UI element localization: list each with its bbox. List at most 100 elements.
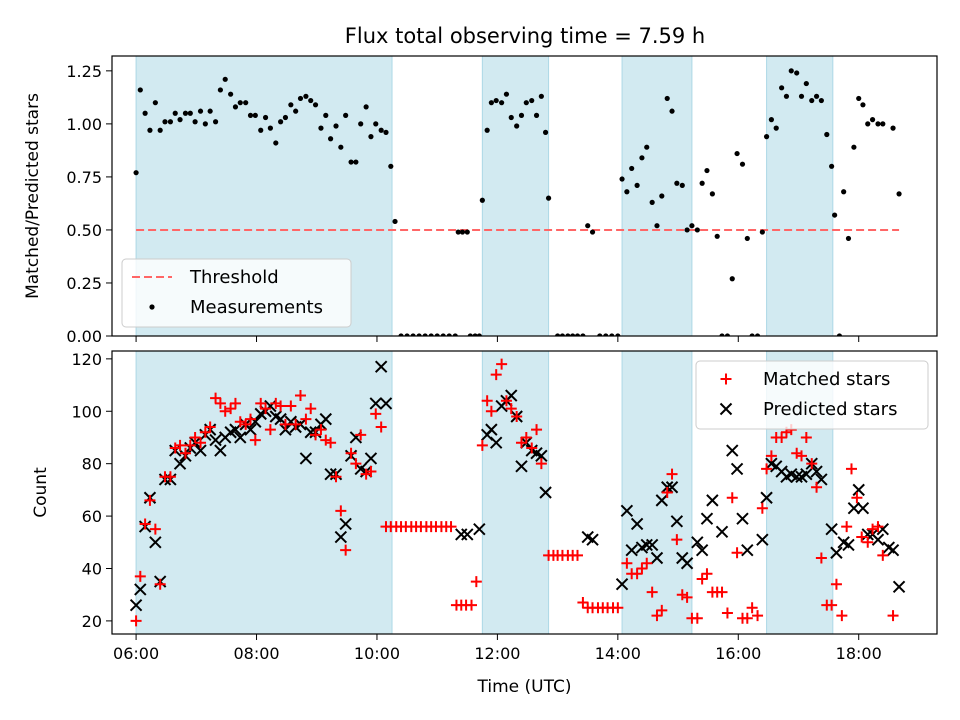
measurement-point — [684, 227, 690, 233]
matched-star-point — [485, 405, 497, 417]
measurement-point — [674, 180, 680, 186]
measurement-point — [459, 229, 466, 235]
x-tick-label: 14:00 — [595, 644, 641, 663]
predicted-star-point — [756, 533, 769, 546]
measurement-point — [856, 95, 862, 102]
predicted-star-point — [852, 483, 865, 497]
matched-star-point — [210, 392, 222, 404]
predicted-star-point — [379, 397, 393, 410]
matched-star-point — [149, 523, 161, 535]
predicted-star-point — [369, 397, 382, 410]
measurement-point — [358, 121, 364, 127]
legend-matched-label: Matched stars — [763, 369, 890, 390]
measurement-point — [570, 333, 576, 336]
measurement-point — [559, 333, 566, 336]
chart-title: Flux total observing time = 7.59 h — [345, 24, 705, 48]
predicted-star-point — [665, 481, 679, 494]
matched-star-point — [199, 426, 211, 438]
predicted-star-point — [726, 444, 739, 457]
measurement-point — [709, 191, 715, 197]
matched-star-point — [335, 505, 347, 517]
matched-star-point — [856, 531, 868, 543]
measurement-point — [714, 233, 720, 239]
measurement-point — [739, 161, 746, 167]
matched-star-point — [761, 463, 773, 475]
measurement-point — [639, 155, 645, 161]
legend: Threshold Measurements — [121, 258, 352, 328]
predicted-star-point — [134, 583, 147, 596]
matched-star-point — [445, 521, 457, 533]
measurement-point — [327, 136, 334, 142]
y-tick-label: 0.50 — [66, 221, 102, 240]
predicted-star-point — [249, 415, 262, 428]
measurement-point — [597, 333, 603, 336]
measurement-point — [472, 333, 478, 336]
predicted-star-point — [630, 517, 644, 531]
matched-star-point — [646, 586, 658, 598]
matched-star-point — [505, 403, 517, 415]
matched-star-point — [325, 437, 337, 449]
matched-star-point — [330, 471, 342, 483]
matched-star-point — [806, 458, 818, 470]
x-tick-label: 06:00 — [113, 644, 159, 663]
measurement-point — [177, 117, 183, 123]
matched-star-point — [320, 434, 332, 446]
measurement-point — [624, 189, 630, 195]
measurement-point — [585, 223, 591, 229]
measurement-point — [538, 93, 544, 99]
predicted-star-point — [815, 473, 828, 486]
matched-star-point — [139, 518, 151, 530]
y-tick-label: 0.00 — [66, 327, 102, 346]
predicted-star-point — [886, 543, 900, 557]
predicted-star-point — [655, 494, 669, 507]
measurement-point — [533, 112, 540, 118]
measurement-point — [237, 100, 243, 106]
predicted-star-point — [620, 504, 634, 518]
matched-star-point — [796, 450, 808, 462]
y-tick-label: 20 — [82, 612, 102, 631]
measurement-point — [373, 121, 379, 127]
measurement-point — [798, 93, 805, 99]
predicted-star-point — [876, 522, 890, 536]
measurement-point — [467, 333, 473, 336]
matched-star-point — [214, 397, 226, 409]
matched-star-point — [496, 358, 508, 370]
measurement-point — [813, 93, 820, 99]
measurement-point — [422, 333, 428, 336]
measurement-point — [729, 276, 735, 282]
measurement-point — [258, 127, 264, 133]
y-axis-label: Count — [31, 467, 51, 518]
measurement-point — [836, 333, 843, 336]
measurement-point — [832, 212, 838, 218]
matched-star-point — [169, 442, 181, 454]
matched-star-point — [360, 468, 372, 480]
measurement-point — [312, 102, 319, 108]
measurement-point — [172, 110, 178, 116]
predicted-star-point — [535, 449, 548, 463]
matched-star-point — [756, 502, 768, 514]
matched-star-point — [661, 487, 673, 498]
measurement-point — [754, 333, 761, 336]
predicted-star-point — [214, 444, 227, 457]
legend-predicted-label: Predicted stars — [763, 399, 897, 420]
matched-star-point — [691, 612, 703, 624]
matched-star-point — [476, 439, 488, 451]
measurement-point — [232, 104, 239, 110]
y-tick-label: 1.25 — [66, 62, 102, 81]
matched-star-point — [245, 413, 257, 425]
measurement-point — [809, 97, 815, 104]
predicted-star-point — [650, 551, 664, 565]
measurement-point — [388, 163, 394, 169]
matched-star-point — [641, 557, 653, 569]
measurement-point — [192, 119, 198, 125]
predicted-star-point — [455, 528, 468, 541]
matched-star-point — [130, 615, 142, 627]
matched-star-point — [315, 424, 327, 436]
measurement-point — [523, 100, 529, 106]
predicted-star-point — [473, 522, 486, 536]
matched-star-point — [681, 591, 693, 603]
predicted-star-point — [741, 543, 754, 557]
matched-star-point — [800, 431, 812, 443]
y-tick-label: 40 — [82, 559, 102, 578]
matched-star-point — [520, 431, 532, 443]
